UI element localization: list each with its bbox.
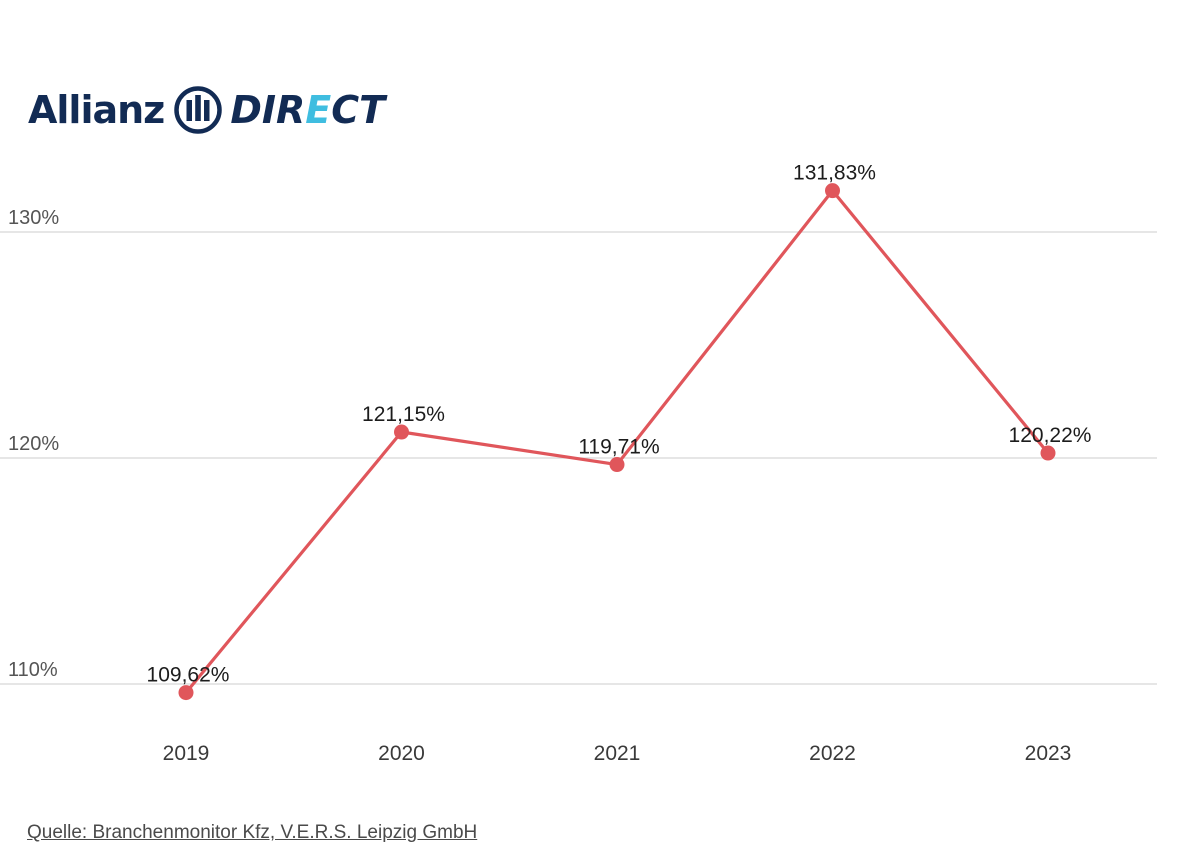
data-point-2022 [825, 183, 840, 199]
allianz-direct-logo: Allianz DIRECT [28, 82, 385, 138]
y-tick-label-120: 120% [8, 433, 59, 455]
data-point-2021 [609, 457, 625, 473]
data-point-2019 [178, 685, 194, 701]
data-label-2022: 131,83% [793, 162, 876, 185]
x-tick-label-2020: 2020 [378, 742, 425, 765]
data-label-2021: 119,71% [578, 436, 659, 459]
data-label-2020: 121,15% [362, 403, 445, 426]
y-tick-label-130: 130% [8, 207, 59, 229]
logo-direct-accent: E [305, 88, 332, 132]
data-point-2020 [394, 424, 409, 440]
data-label-2019: 109,62% [147, 664, 230, 687]
data-label-2023: 120,22% [1009, 424, 1092, 447]
logo-direct-post: CT [331, 88, 386, 132]
logo-wordmark-allianz: Allianz [28, 88, 165, 132]
allianz-eagle-icon [174, 86, 223, 134]
x-tick-label-2021: 2021 [594, 742, 641, 765]
y-tick-label-110: 110% [8, 659, 58, 681]
logo-wordmark-direct: DIRECT [230, 88, 385, 132]
x-tick-label-2022: 2022 [809, 742, 856, 765]
source-link[interactable]: Quelle: Branchenmonitor Kfz, V.E.R.S. Le… [27, 822, 478, 843]
logo-direct-pre: DIR [230, 88, 306, 132]
x-tick-label-2023: 2023 [1025, 742, 1072, 765]
x-tick-label-2019: 2019 [163, 742, 210, 765]
data-point-2023 [1040, 445, 1056, 461]
